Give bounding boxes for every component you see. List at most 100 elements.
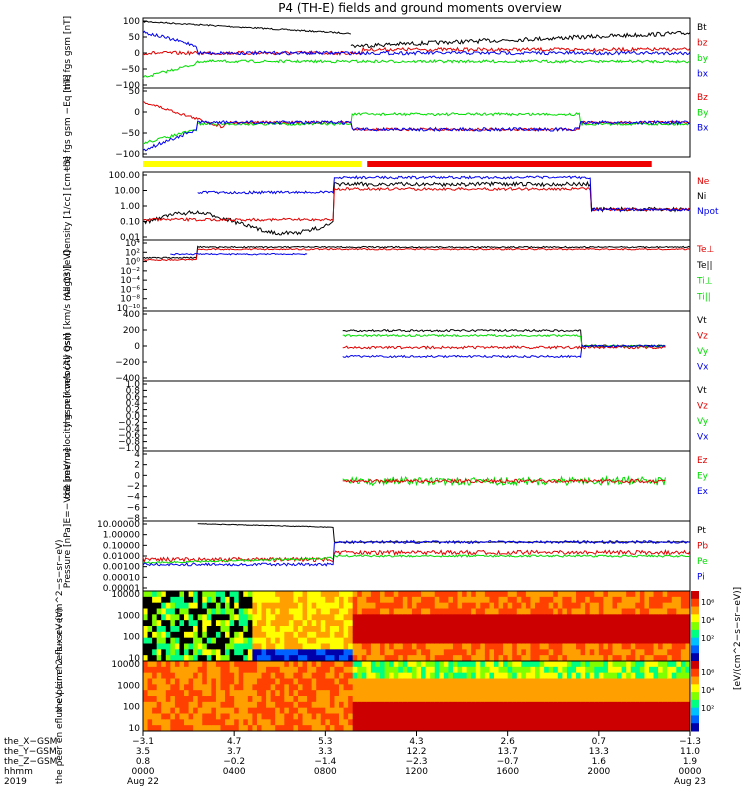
heatmap-cell	[288, 701, 294, 709]
heatmap-cell	[630, 696, 636, 703]
heatmap-cell	[352, 608, 358, 615]
heatmap-cell	[366, 596, 372, 604]
heatmap-cell	[680, 649, 686, 656]
heatmap-cell	[366, 591, 372, 598]
heatmap-cell	[662, 690, 668, 697]
heatmap-cell	[516, 591, 522, 598]
heatmap-cell	[439, 631, 445, 639]
heatmap-cell	[685, 661, 691, 668]
heatmap-cell	[576, 591, 582, 598]
heatmap-cell	[521, 690, 527, 697]
heatmap-cell	[671, 614, 677, 621]
heatmap-cell	[466, 661, 472, 668]
heatmap-cell	[238, 614, 244, 621]
heatmap-cell	[439, 602, 445, 609]
x-tick-label: 13.7	[498, 747, 518, 757]
heatmap-cell	[530, 661, 536, 668]
heatmap-cell	[174, 701, 180, 709]
heatmap-cell	[348, 666, 354, 674]
heatmap-cell	[320, 701, 326, 709]
heatmap-cell	[165, 620, 171, 627]
heatmap-cell	[225, 649, 231, 656]
heatmap-cell	[658, 713, 664, 720]
heatmap-cell	[247, 707, 253, 714]
heatmap-cell	[425, 643, 431, 650]
heatmap-cell	[384, 591, 390, 598]
heatmap-cell	[307, 707, 313, 714]
heatmap-cell	[380, 655, 386, 662]
heatmap-cell	[143, 713, 149, 720]
heatmap-cell	[202, 626, 208, 633]
heatmap-cell	[557, 672, 563, 679]
heatmap-cell	[452, 701, 459, 709]
heatmap-cell	[211, 672, 217, 679]
heatmap-cell	[671, 666, 677, 674]
heatmap-cell	[544, 626, 550, 633]
heatmap-cell	[293, 637, 299, 644]
heatmap-cell	[580, 602, 586, 609]
heatmap-cell	[197, 696, 203, 703]
heatmap-cell	[352, 649, 358, 656]
heatmap-cell	[384, 596, 390, 604]
heatmap-cell	[302, 684, 308, 691]
heatmap-cell	[448, 620, 454, 627]
x-tick-label: 4.7	[227, 737, 241, 747]
heatmap-cell	[653, 661, 659, 668]
heatmap-cell	[421, 707, 427, 714]
heatmap-cell	[297, 596, 304, 604]
heatmap-cell	[147, 666, 153, 674]
heatmap-cell	[562, 661, 568, 668]
heatmap-cell	[334, 661, 340, 668]
heatmap-cell	[325, 620, 331, 627]
heatmap-cell	[585, 713, 591, 720]
heatmap-cell	[548, 626, 554, 633]
heatmap-cell	[553, 666, 559, 674]
heatmap-cell	[539, 626, 545, 633]
heatmap-cell	[612, 707, 618, 714]
heatmap-cell	[243, 626, 249, 633]
heatmap-cell	[680, 655, 686, 662]
heatmap-cell	[202, 608, 208, 615]
heatmap-cell	[553, 701, 559, 709]
y-tick-label: 10⁻¹⁰	[117, 304, 141, 314]
heatmap-cell	[288, 672, 294, 679]
heatmap-cell	[279, 626, 285, 633]
heatmap-cell	[667, 713, 673, 720]
heatmap-cell	[325, 696, 331, 703]
heatmap-cell	[585, 701, 591, 709]
heatmap-cell	[402, 608, 408, 615]
heatmap-cell	[530, 596, 536, 604]
heatmap-cell	[671, 701, 677, 709]
heatmap-cell	[348, 678, 354, 685]
heatmap-cell	[685, 626, 691, 633]
heatmap-cell	[580, 620, 586, 627]
heatmap-cell	[174, 620, 180, 627]
heatmap-cell	[411, 655, 417, 662]
heatmap-cell	[170, 620, 176, 627]
heatmap-cell	[297, 696, 304, 703]
heatmap-cell	[480, 637, 486, 644]
heatmap-cell	[621, 701, 627, 709]
heatmap-cell	[293, 655, 299, 662]
heatmap-cell	[352, 701, 358, 709]
heatmap-cell	[279, 596, 285, 604]
heatmap-cell	[644, 701, 650, 709]
heatmap-cell	[156, 649, 162, 656]
heatmap-cell	[535, 608, 541, 615]
heatmap-cell	[288, 620, 294, 627]
heatmap-cell	[557, 608, 563, 615]
heatmap-cell	[197, 631, 203, 639]
heatmap-cell	[384, 602, 390, 609]
heatmap-cell	[161, 707, 167, 714]
heatmap-cell	[439, 655, 445, 662]
heatmap-cell	[165, 690, 171, 697]
heatmap-cell	[466, 701, 472, 709]
heatmap-cell	[407, 678, 413, 685]
heatmap-cell	[297, 643, 304, 650]
heatmap-cell	[489, 684, 495, 691]
heatmap-cell	[448, 678, 454, 685]
heatmap-cell	[662, 637, 668, 644]
heatmap-cell	[320, 696, 326, 703]
legend-entry: Te⊥	[696, 245, 715, 255]
heatmap-cell	[348, 596, 354, 604]
